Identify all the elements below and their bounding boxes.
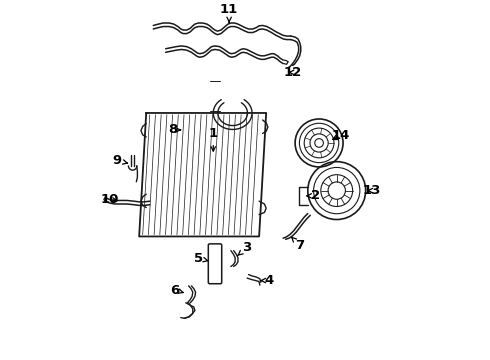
Text: 11: 11 [220,4,238,22]
Text: 6: 6 [171,284,183,297]
Text: 4: 4 [261,274,273,287]
Text: 12: 12 [284,66,302,79]
Text: 3: 3 [238,241,252,256]
Text: 1: 1 [209,127,218,151]
Text: 9: 9 [113,154,127,167]
Text: 8: 8 [169,123,181,136]
Text: 13: 13 [362,184,381,197]
Text: 5: 5 [194,252,209,265]
FancyBboxPatch shape [208,244,221,284]
Text: 2: 2 [307,189,320,202]
Text: 14: 14 [331,129,349,143]
Text: 7: 7 [292,237,304,252]
Text: 10: 10 [101,193,120,206]
